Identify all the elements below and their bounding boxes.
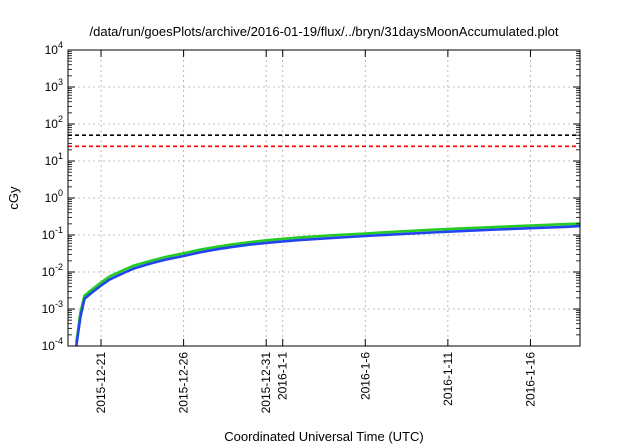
- y-tick-label: 100: [45, 188, 63, 205]
- x-tick-label: 2015-12-26: [177, 352, 191, 414]
- y-tick-label: 102: [45, 114, 63, 131]
- chart-title: /data/run/goesPlots/archive/2016-01-19/f…: [90, 24, 559, 39]
- grid: [68, 50, 580, 346]
- series-line: [75, 222, 581, 344]
- x-axis-label: Coordinated Universal Time (UTC): [224, 429, 423, 444]
- x-tick-label: 2016-1-11: [441, 352, 455, 406]
- series-layer: [75, 222, 581, 347]
- y-tick-label: 104: [45, 40, 63, 57]
- threshold-lines: [68, 134, 580, 148]
- x-tick-label: 2016-1-6: [358, 352, 372, 400]
- y-tick-label: 10-4: [42, 336, 63, 353]
- series-line: [75, 224, 581, 347]
- x-tick-label: 2016-1-16: [523, 352, 537, 407]
- y-tick-label: 10-2: [42, 262, 63, 279]
- x-tick-label: 2016-1-1: [276, 352, 290, 400]
- y-tick-label: 10-3: [42, 299, 63, 316]
- x-axis-ticks: 2015-12-21 2015-12-26 2015-12-31 2016-1-1 20…: [94, 50, 537, 413]
- y-tick-label: 101: [45, 151, 63, 168]
- y-tick-label: 103: [45, 77, 63, 94]
- y-tick-label: 10-1: [42, 225, 63, 242]
- y-axis-label: cGy: [6, 186, 21, 210]
- x-tick-label: 2015-12-21: [94, 352, 108, 414]
- x-tick-label: 2015-12-31: [259, 352, 273, 414]
